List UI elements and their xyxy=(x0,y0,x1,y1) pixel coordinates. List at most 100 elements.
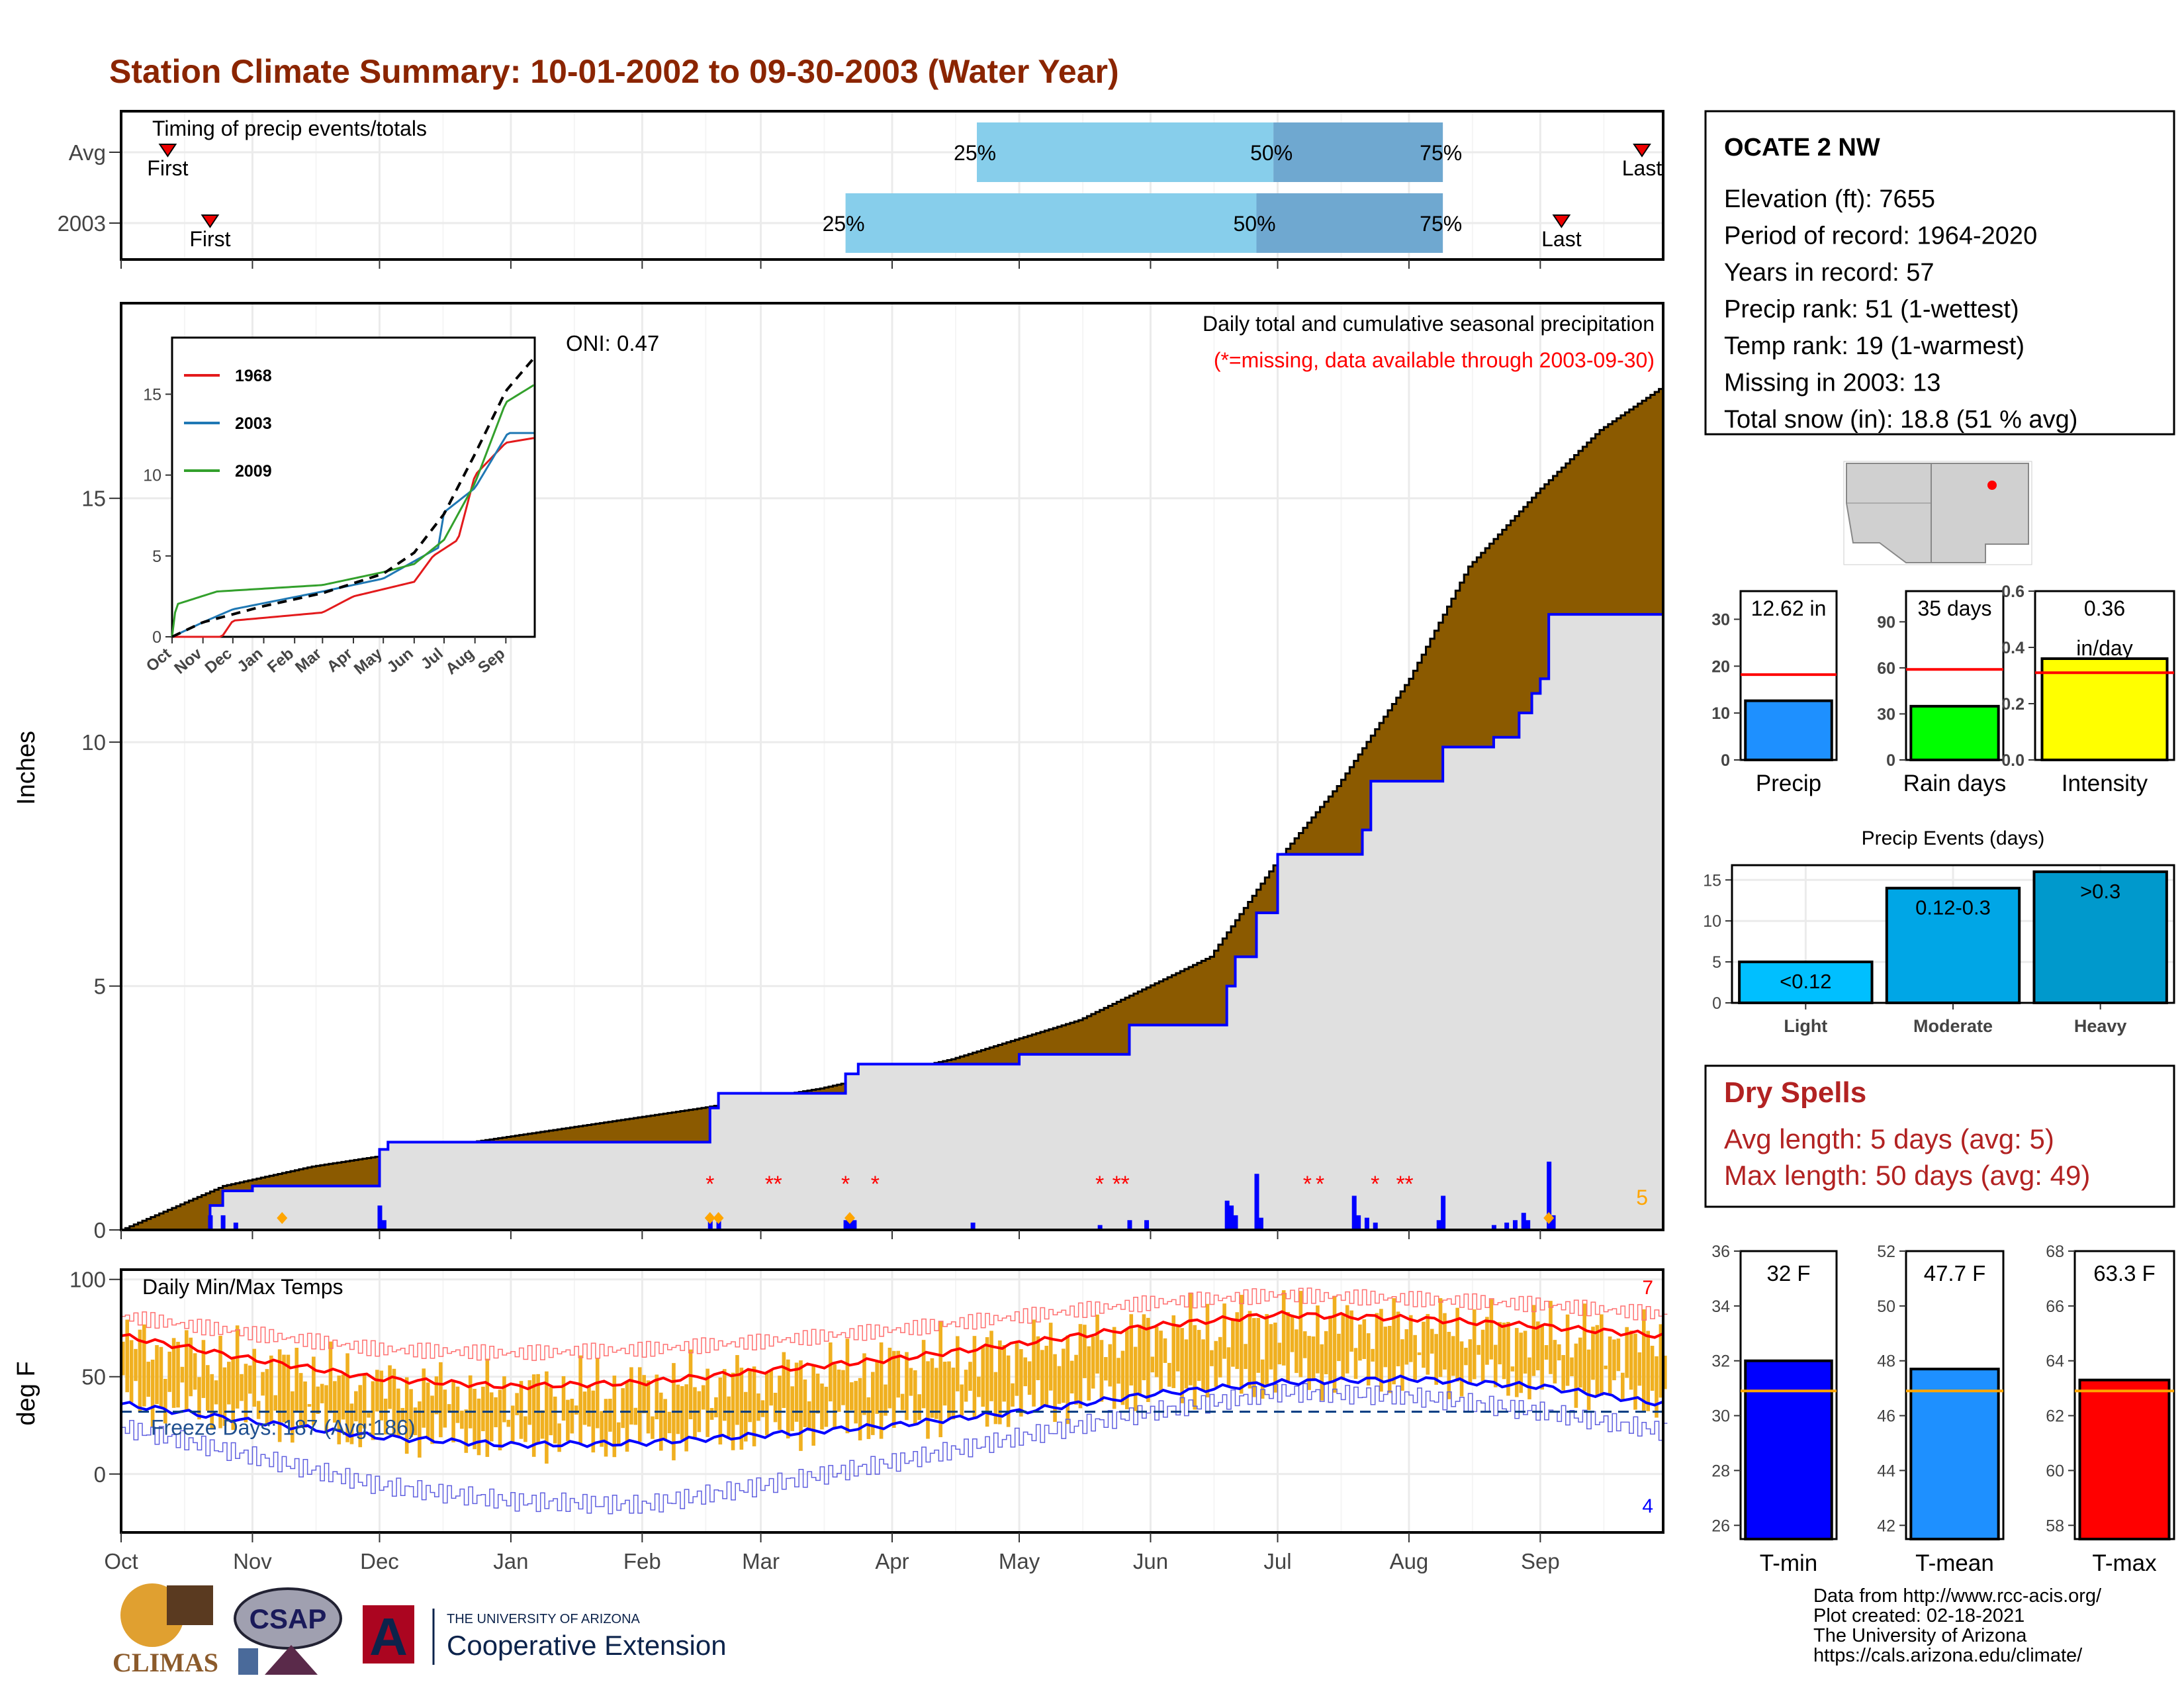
daily-temp-bar xyxy=(841,1370,845,1405)
daily-precip-bar xyxy=(1356,1215,1361,1230)
daily-temp-bar xyxy=(1205,1303,1210,1398)
events-frame xyxy=(1731,864,2175,1004)
summary-bar-value-unit: in/day xyxy=(2076,636,2132,660)
daily-temp-bar xyxy=(1477,1344,1480,1355)
daily-temp-bar xyxy=(688,1349,693,1420)
daily-temp-bar xyxy=(1265,1314,1269,1386)
main-subtitle: Daily total and cumulative seasonal prec… xyxy=(1203,312,1655,336)
summary-bar-ytick-label: 0 xyxy=(1886,751,1895,770)
missing-marker: * xyxy=(1371,1172,1379,1197)
daily-temp-bar xyxy=(985,1337,989,1427)
daily-temp-bar xyxy=(222,1367,227,1427)
state-shapes xyxy=(1846,463,2029,563)
month-label: Jun xyxy=(1133,1549,1168,1573)
daily-temp-bar xyxy=(1375,1313,1379,1379)
events-ytick-label: 0 xyxy=(1712,994,1721,1013)
daily-temp-bar xyxy=(951,1367,956,1420)
pct-label-25: 25% xyxy=(823,212,865,236)
summary-bar-value-label: 0.36 xyxy=(2084,596,2125,620)
daily-temp-bar xyxy=(1269,1324,1273,1370)
daily-precip-bar xyxy=(970,1222,976,1230)
daily-temp-bar xyxy=(1447,1331,1451,1399)
temp-bar-label: T-max xyxy=(2092,1550,2157,1576)
events-bar-label: >0.3 xyxy=(2080,880,2120,903)
daily-temp-bar xyxy=(312,1356,316,1426)
daily-temp-bar xyxy=(998,1340,1002,1425)
daily-temp-bar xyxy=(680,1385,684,1440)
daily-temp-bar xyxy=(1218,1336,1222,1378)
daily-temp-bar xyxy=(1040,1350,1044,1407)
dry-max-line: Max length: 50 days (avg: 49) xyxy=(1724,1160,2090,1191)
daily-temp-bar xyxy=(1053,1354,1057,1423)
daily-temp-bar xyxy=(328,1341,333,1413)
csap-logo-mountain xyxy=(265,1645,318,1675)
daily-temp-bar xyxy=(663,1399,667,1440)
events-bar-label: 0.12-0.3 xyxy=(1915,896,1991,919)
missing-marker: * xyxy=(1113,1172,1121,1197)
daily-temp-bar xyxy=(621,1388,625,1429)
daily-temp-bar xyxy=(714,1397,718,1418)
footer-credits: Data from http://www.rcc-acis.org/Plot c… xyxy=(1813,1585,2102,1666)
daily-temp-bar xyxy=(337,1375,341,1444)
daily-temp-bar xyxy=(1430,1329,1434,1354)
daily-temp-bar xyxy=(896,1350,901,1398)
daily-temp-bar xyxy=(1604,1365,1608,1370)
daily-precip-bar xyxy=(716,1220,721,1230)
daily-temp-bar xyxy=(1320,1344,1324,1401)
daily-temp-bar xyxy=(879,1342,884,1439)
max-count: 7 xyxy=(1642,1277,1653,1299)
daily-precip-bar xyxy=(1436,1220,1441,1230)
daily-precip-bar xyxy=(1441,1196,1446,1230)
daily-temp-bar xyxy=(1443,1313,1447,1370)
daily-precip-bar xyxy=(1547,1161,1552,1230)
daily-precip-bar xyxy=(1229,1205,1234,1230)
daily-temp-bar xyxy=(193,1353,197,1390)
daily-temp-bar xyxy=(616,1422,621,1446)
daily-temp-bar xyxy=(494,1397,498,1428)
daily-temp-bar xyxy=(1159,1331,1163,1391)
daily-temp-bar xyxy=(1586,1349,1591,1411)
station-line: Missing in 2003: 13 xyxy=(1724,369,1940,397)
daily-temp-bar xyxy=(769,1370,773,1406)
inset-line xyxy=(171,384,535,637)
daily-temp-bar xyxy=(942,1362,947,1406)
daily-precip-bar xyxy=(1254,1174,1259,1230)
daily-temp-bar xyxy=(566,1399,570,1442)
main-ytick-label: 15 xyxy=(81,487,106,511)
daily-temp-bar xyxy=(502,1376,506,1423)
daily-temp-bar xyxy=(604,1399,608,1457)
logos: CLIMAS CSAP A THE UNIVERSITY OF ARIZONA Coop… xyxy=(113,1583,727,1677)
daily-temp-bar xyxy=(921,1340,926,1409)
daily-temp-bar xyxy=(629,1367,633,1425)
daily-precip-bar xyxy=(1504,1222,1510,1230)
daily-temp-bar xyxy=(201,1340,206,1398)
daily-temp-bar xyxy=(1295,1329,1298,1374)
page-title: Station Climate Summary: 10-01-2002 to 0… xyxy=(109,53,1119,90)
daily-temp-bar xyxy=(1120,1350,1125,1405)
daily-precip-bar xyxy=(1127,1220,1132,1230)
daily-temp-bar xyxy=(121,1341,125,1376)
daily-temp-bar xyxy=(833,1364,837,1428)
daily-temp-bar xyxy=(557,1423,561,1452)
temperature-chart: 0 50 100 Freeze Days: 187 (Avg:186) Daily Mi… xyxy=(13,1268,1668,1534)
daily-temp-bar xyxy=(1582,1303,1586,1391)
daily-temp-bar xyxy=(1557,1344,1561,1361)
daily-temp-bar xyxy=(1074,1354,1078,1405)
quartile-bar-low xyxy=(977,122,1274,182)
daily-temp-bar xyxy=(1146,1317,1150,1402)
csap-logo-bars xyxy=(238,1648,258,1675)
footer-line: https://cals.arizona.edu/climate/ xyxy=(1813,1645,2083,1666)
daily-temp-bar xyxy=(252,1348,257,1407)
temp-bar-ytick-label: 66 xyxy=(2046,1297,2064,1316)
ua-big-text: Cooperative Extension xyxy=(447,1630,727,1661)
daily-temp-bar xyxy=(1426,1314,1430,1375)
summary-bar-value xyxy=(1744,699,1833,761)
daily-temp-bar xyxy=(1281,1290,1286,1366)
daily-temp-bar xyxy=(227,1362,231,1405)
daily-temp-bar xyxy=(545,1371,549,1464)
daily-temp-bar xyxy=(307,1404,312,1407)
main-ytick-label: 0 xyxy=(94,1218,106,1243)
daily-temp-bar xyxy=(138,1329,142,1412)
temp-bar-ytick-label: 32 xyxy=(1711,1352,1730,1371)
daily-temp-bar xyxy=(1167,1362,1171,1387)
